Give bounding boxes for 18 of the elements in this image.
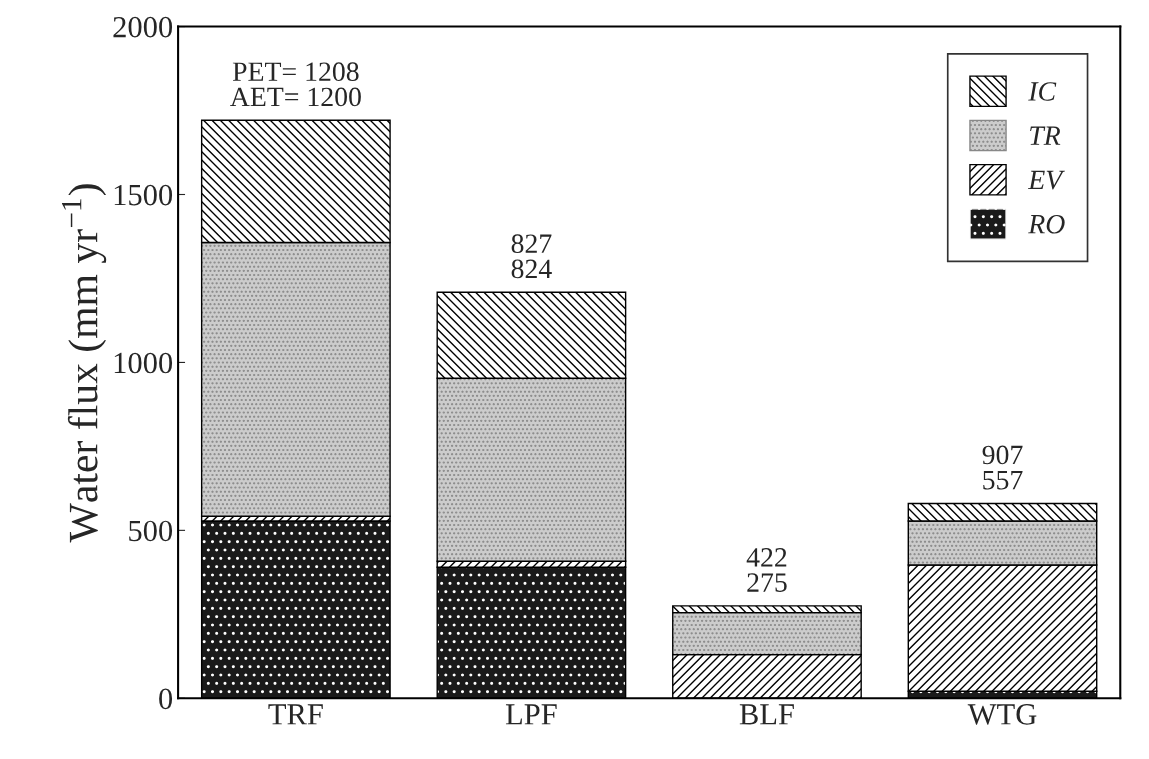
y-tick-label: 1500: [114, 184, 173, 206]
x-tick-label: TRF: [268, 704, 323, 725]
annotation: 827 824: [511, 234, 552, 279]
legend-label: IC: [1028, 82, 1057, 101]
y-tick-label: 1000: [114, 352, 173, 374]
y-tick-label: 0: [159, 688, 173, 710]
y-tick-label: 2000: [113, 16, 173, 38]
annotation: 907 557: [982, 445, 1023, 490]
legend-label: EV: [1027, 170, 1065, 190]
legend-label: RO: [1028, 214, 1065, 234]
annotation: 422 275: [746, 548, 787, 592]
annotation: PET= 1208 AET= 1200: [230, 62, 361, 107]
y-axis-title: Water flux (mm yr$^{−1}$): [61, 184, 107, 543]
x-tick-label: BLF: [739, 704, 794, 725]
x-tick-label: WTG: [967, 704, 1037, 725]
y-tick-label: 500: [129, 520, 173, 542]
x-tick-label: LPF: [505, 704, 557, 725]
legend-label: TR: [1030, 126, 1061, 145]
